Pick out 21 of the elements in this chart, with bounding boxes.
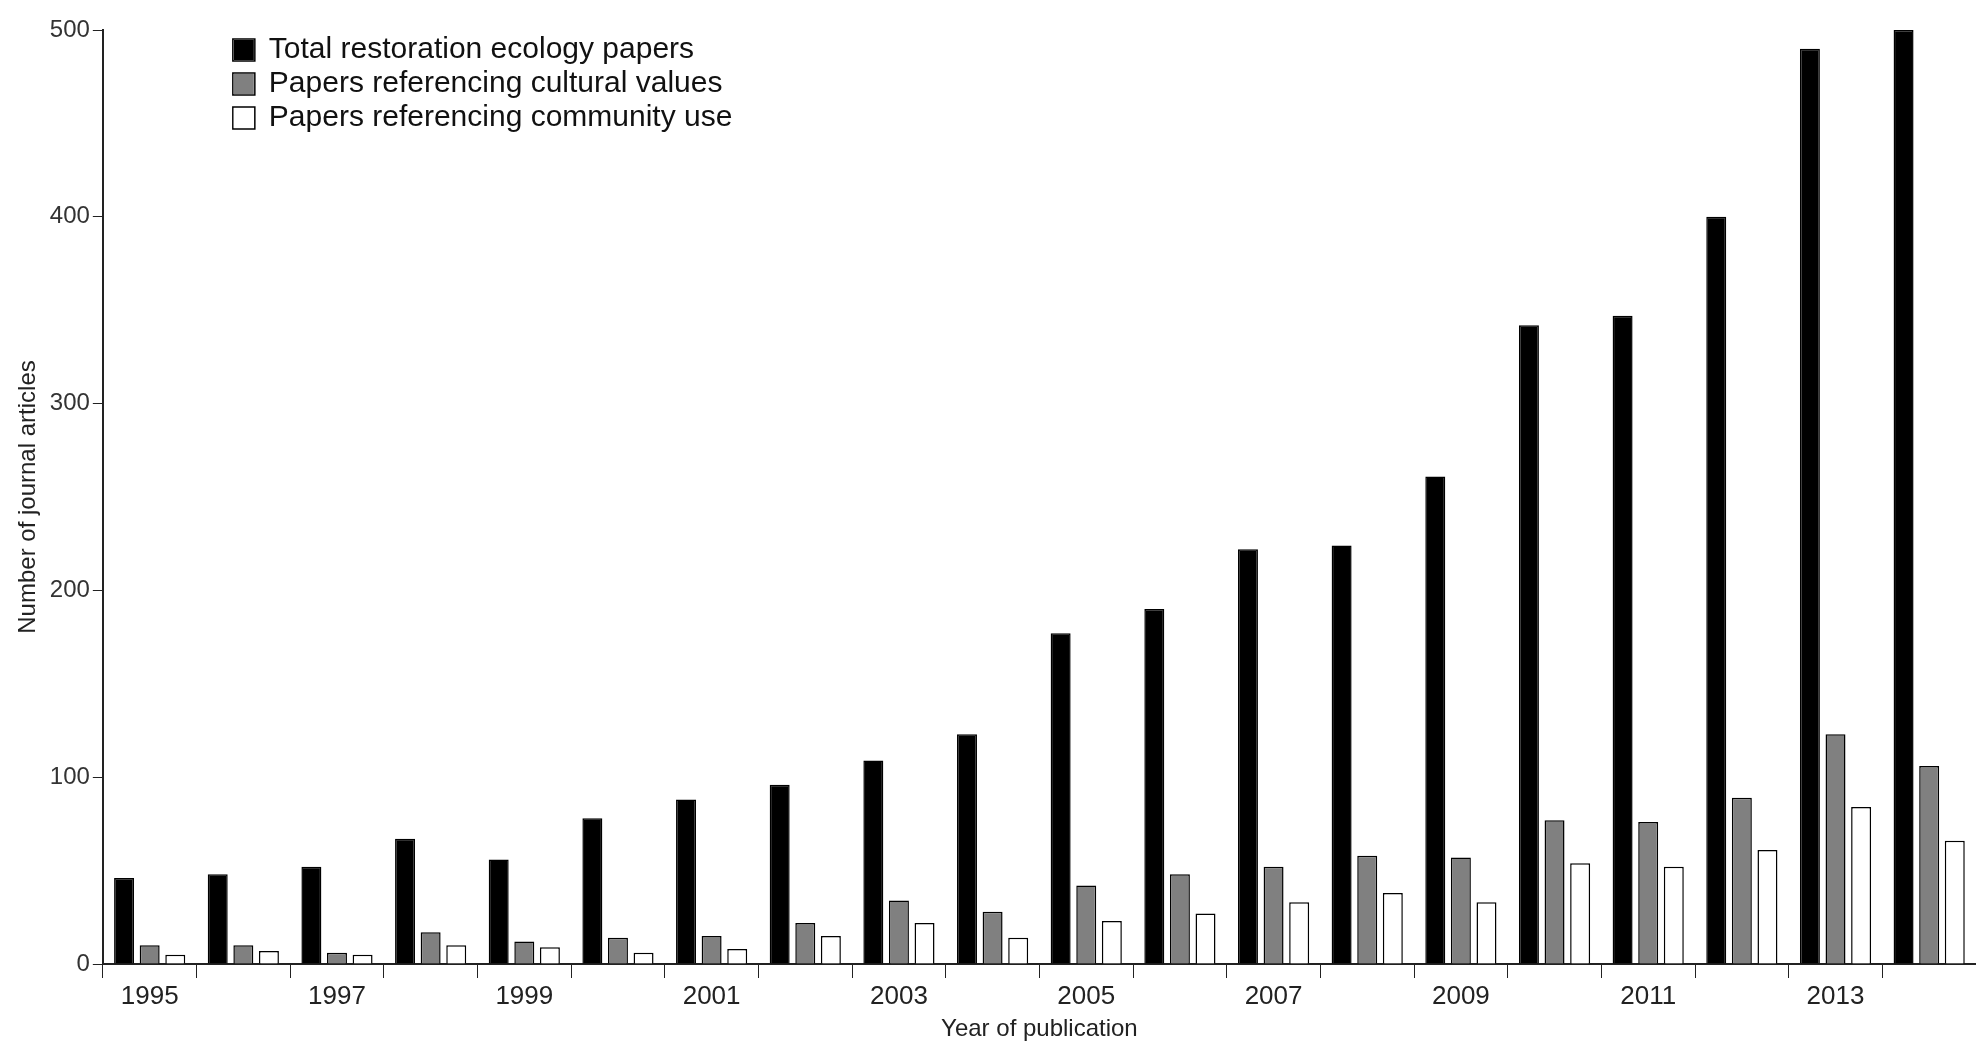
x-tick-label: 2001 [682,979,741,1010]
x-tick-label: 2013 [1806,979,1865,1010]
y-tick-label: 200 [49,575,90,603]
x-tick-label: 2007 [1244,979,1303,1010]
y-axis-title: Number of journal articles [13,360,41,634]
x-tick-label: 2009 [1431,979,1490,1010]
x-axis-title: Year of publication [941,1014,1138,1042]
legend-label: Papers referencing cultural values [268,65,723,99]
x-tick-label: 2003 [870,979,928,1010]
y-tick-label: 400 [49,201,90,229]
y-tick-label: 300 [49,388,90,416]
x-tick-label: 1995 [120,979,179,1010]
legend-label: Total restoration ecology papers [268,31,695,65]
y-tick-label: 500 [49,14,90,42]
y-tick-label: 0 [76,948,90,976]
x-tick-label: 1997 [308,979,366,1010]
legend-label: Papers referencing community use [268,99,733,133]
x-tick-label: 1999 [495,979,554,1010]
x-tick-label: 2011 [1620,979,1677,1010]
x-tick-label: 2005 [1057,979,1116,1010]
y-tick-label: 100 [49,761,90,789]
